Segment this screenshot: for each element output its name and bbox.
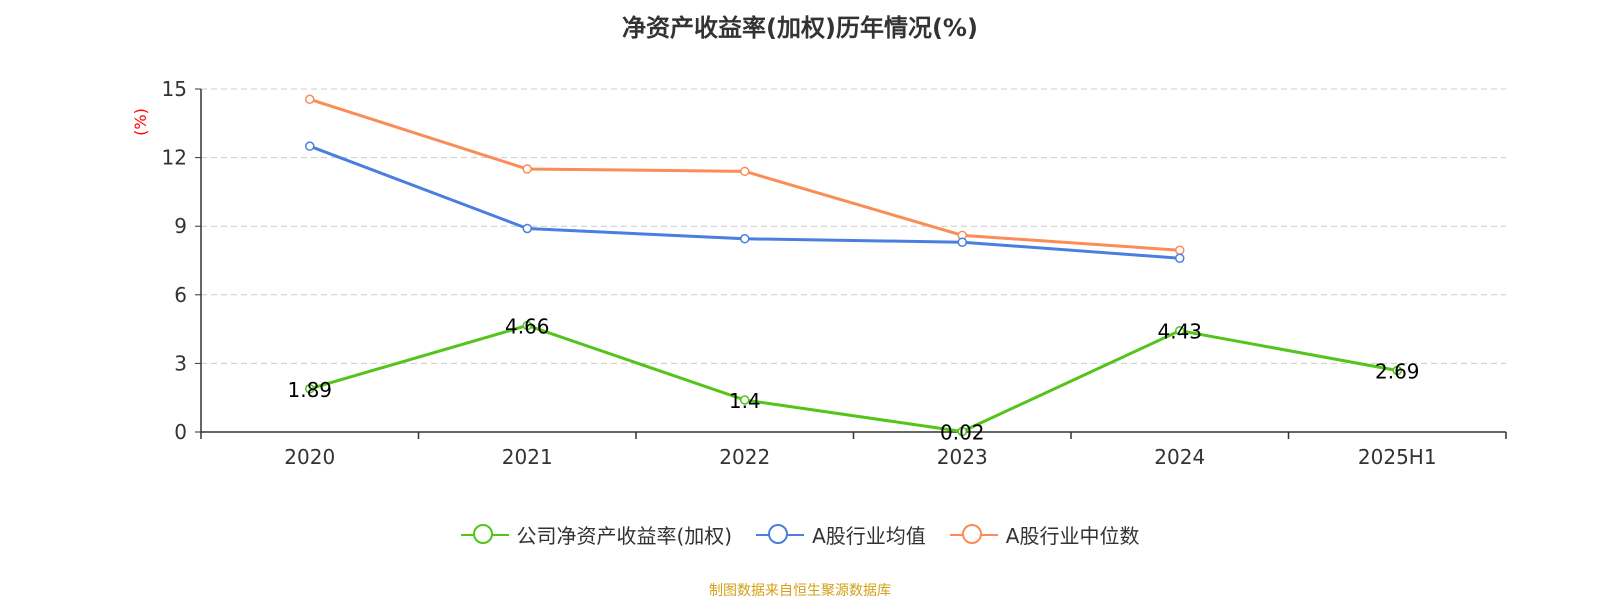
legend: 公司净资产收益率(加权) A股行业均值 A股行业中位数 (0, 520, 1600, 549)
data-point-0 (1392, 365, 1402, 376)
y-tick-label: 9 (174, 214, 187, 238)
data-label: 4.66 (505, 314, 550, 338)
legend-circle-icon (961, 523, 982, 544)
data-point-1 (957, 237, 967, 247)
legend-swatch-company-roe (460, 523, 509, 547)
data-label: 2.69 (1375, 359, 1420, 383)
legend-circle-icon (768, 523, 789, 544)
x-tick-label: 2025H1 (1358, 445, 1437, 469)
x-tick-label: 2021 (502, 445, 553, 469)
data-point-2 (522, 164, 532, 174)
data-label: 0.02 (940, 421, 985, 445)
data-point-0 (305, 384, 315, 394)
legend-circle-icon (472, 523, 493, 544)
legend-label-industry-median: A股行业中位数 (1005, 524, 1140, 548)
y-tick-label: 0 (174, 420, 187, 444)
x-tick-label: 2023 (937, 445, 988, 469)
data-point-1 (1175, 253, 1185, 263)
data-point-2 (1175, 245, 1185, 255)
data-point-2 (740, 166, 750, 177)
series-line-0 (309, 323, 1398, 434)
y-tick-label: 12 (162, 146, 187, 170)
data-point-1 (305, 141, 315, 151)
legend-item-industry-median[interactable]: A股行业中位数 (949, 520, 1140, 549)
data-label: 1.4 (729, 389, 761, 413)
data-point-0 (740, 395, 750, 405)
data-point-0 (522, 320, 532, 331)
data-point-0 (957, 426, 967, 437)
y-axis-unit-label: (%) (131, 108, 150, 136)
legend-item-company-roe[interactable]: 公司净资产收益率(加权) (460, 520, 733, 549)
chart-title: 净资产收益率(加权)历年情况(%) (622, 14, 978, 42)
y-tick-label: 3 (174, 351, 187, 375)
data-source-note: 制图数据来自恒生聚源数据库 (709, 583, 891, 599)
legend-label-industry-mean: A股行业均值 (812, 524, 926, 548)
data-label: 1.89 (287, 378, 332, 402)
x-tick-label: 2022 (719, 445, 770, 469)
data-point-1 (522, 223, 532, 234)
x-tick-label: 2020 (284, 445, 335, 469)
data-label: 4.43 (1157, 320, 1202, 344)
data-point-1 (740, 234, 750, 244)
data-point-0 (1175, 325, 1185, 336)
data-point-2 (305, 94, 315, 105)
legend-item-industry-mean[interactable]: A股行业均值 (756, 520, 926, 549)
y-tick-label: 15 (162, 77, 187, 101)
legend-swatch-industry-mean (756, 523, 805, 547)
x-tick-label: 2024 (1154, 445, 1205, 469)
legend-swatch-industry-median (949, 523, 998, 547)
y-tick-label: 6 (174, 283, 187, 307)
legend-label-company-roe: 公司净资产收益率(加权) (516, 524, 733, 548)
